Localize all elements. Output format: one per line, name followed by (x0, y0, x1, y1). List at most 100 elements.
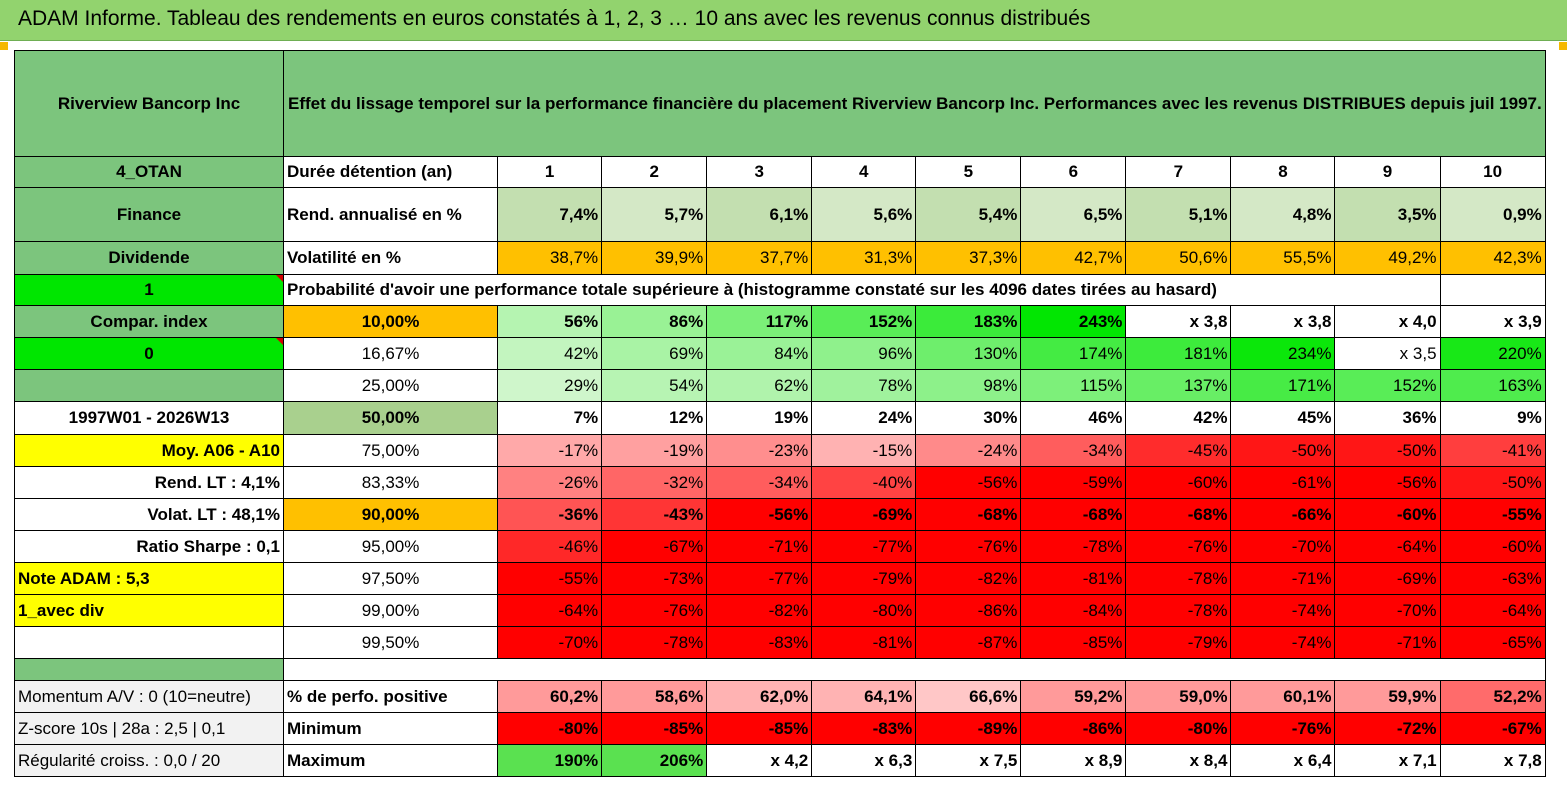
quantile-value: -70% (1230, 530, 1336, 563)
rend-value: 5,1% (1125, 187, 1232, 242)
vol-value: 42,3% (1439, 241, 1546, 275)
quantile-value: -80% (811, 594, 917, 627)
rend-value: 3,5% (1334, 187, 1441, 242)
quantile-value: -60% (1334, 498, 1441, 531)
vol-value: 49,2% (1334, 241, 1441, 275)
year-header: 9 (1334, 156, 1441, 188)
quantile-value: -36% (497, 498, 603, 531)
quantile-value: x 3,9 (1439, 305, 1546, 338)
quantile-pct: 16,67% (282, 337, 499, 370)
quantile-value: -77% (706, 562, 813, 595)
corner-marker (1559, 42, 1567, 50)
quantile-pct: 25,00% (282, 369, 499, 402)
quantile-value: -78% (601, 626, 708, 659)
quantile-pct: 10,00% (282, 305, 499, 338)
quantile-value: 45% (1230, 401, 1336, 435)
quantile-value: 98% (915, 369, 1022, 402)
vol-value: 37,3% (915, 241, 1022, 275)
rend-value: 0,9% (1439, 187, 1546, 242)
quantile-value: 7% (497, 401, 603, 435)
quantile-value: -66% (1230, 498, 1336, 531)
year-header: 1 (497, 156, 603, 188)
year-header: 6 (1020, 156, 1127, 188)
quantile-value: -82% (706, 594, 813, 627)
year-header: 2 (601, 156, 708, 188)
quantile-value: -32% (601, 466, 708, 499)
quantile-value: -86% (915, 594, 1022, 627)
quantile-value: x 3,8 (1125, 305, 1232, 338)
quantile-value: -65% (1439, 626, 1546, 659)
quantile-value: 96% (811, 337, 917, 370)
year-header: 10 (1439, 156, 1546, 188)
quantile-value: 46% (1020, 401, 1127, 435)
quantile-value: -74% (1230, 594, 1336, 627)
stat-value: 59,0% (1125, 680, 1232, 713)
quantile-value: -76% (1125, 530, 1232, 563)
quantile-value: -56% (1334, 466, 1441, 499)
empty-cell (14, 626, 284, 659)
quantile-value: 243% (1020, 305, 1127, 338)
quantile-value: 115% (1020, 369, 1127, 402)
stat-label: Minimum (282, 712, 499, 745)
quantile-value: -76% (915, 530, 1022, 563)
stat-value: x 6,3 (811, 744, 917, 777)
quantile-value: -73% (601, 562, 708, 595)
quantile-value: -81% (811, 626, 917, 659)
stat-value: 64,1% (811, 680, 917, 713)
stat-value: -83% (811, 712, 917, 745)
stat-value: 62,0% (706, 680, 813, 713)
company-name: Riverview Bancorp Inc (14, 50, 284, 157)
stat-value: 58,6% (601, 680, 708, 713)
quantile-value: 56% (497, 305, 603, 338)
quantile-value: 69% (601, 337, 708, 370)
quantile-value: -15% (811, 434, 917, 467)
quantile-value: 78% (811, 369, 917, 402)
regularite-label: Régularité croiss. : 0,0 / 20 (14, 744, 284, 777)
duree-label: Durée détention (an) (282, 156, 499, 188)
quantile-value: 36% (1334, 401, 1441, 435)
quantile-value: x 3,5 (1334, 337, 1441, 370)
stat-value: -86% (1020, 712, 1127, 745)
stat-value: 52,2% (1439, 680, 1546, 713)
rend-value: 4,8% (1230, 187, 1336, 242)
quantile-value: -67% (601, 530, 708, 563)
quantile-pct: 83,33% (282, 466, 499, 499)
vol-label: Volatilité en % (282, 241, 499, 275)
quantile-value: 181% (1125, 337, 1232, 370)
compar-label: Compar. index (14, 305, 284, 338)
quantile-value: -71% (1230, 562, 1336, 595)
quantile-value: -17% (497, 434, 603, 467)
quantile-value: -61% (1230, 466, 1336, 499)
quantile-value: -71% (706, 530, 813, 563)
quantile-value: -63% (1439, 562, 1546, 595)
flag-0: 0 (14, 337, 284, 370)
rend-lt-label: Rend. LT : 4,1% (14, 466, 284, 499)
quantile-value: 152% (811, 305, 917, 338)
quantile-value: -74% (1230, 626, 1336, 659)
quantile-value: -69% (811, 498, 917, 531)
quantile-value: 42% (497, 337, 603, 370)
quantile-value: -60% (1125, 466, 1232, 499)
stat-value: 206% (601, 744, 708, 777)
moy-label: Moy. A06 - A10 (14, 434, 284, 467)
quantile-value: -34% (706, 466, 813, 499)
stat-label: Maximum (282, 744, 499, 777)
quantile-value: x 3,8 (1230, 305, 1336, 338)
quantile-value: -59% (1020, 466, 1127, 499)
quantile-value: -55% (497, 562, 603, 595)
quantile-value: 234% (1230, 337, 1336, 370)
quantile-pct: 99,50% (282, 626, 499, 659)
vol-value: 50,6% (1125, 241, 1232, 275)
quantile-value: -83% (706, 626, 813, 659)
quantile-value: -56% (706, 498, 813, 531)
quantile-value: -84% (1020, 594, 1127, 627)
stat-value: -80% (1125, 712, 1232, 745)
rend-value: 5,4% (915, 187, 1022, 242)
quantile-value: -70% (497, 626, 603, 659)
quantile-value: -76% (601, 594, 708, 627)
stat-value: -76% (1230, 712, 1336, 745)
spacer-cell (14, 658, 284, 681)
quantile-value: -79% (1125, 626, 1232, 659)
empty-cell (1439, 274, 1546, 306)
code-label: 4_OTAN (14, 156, 284, 188)
